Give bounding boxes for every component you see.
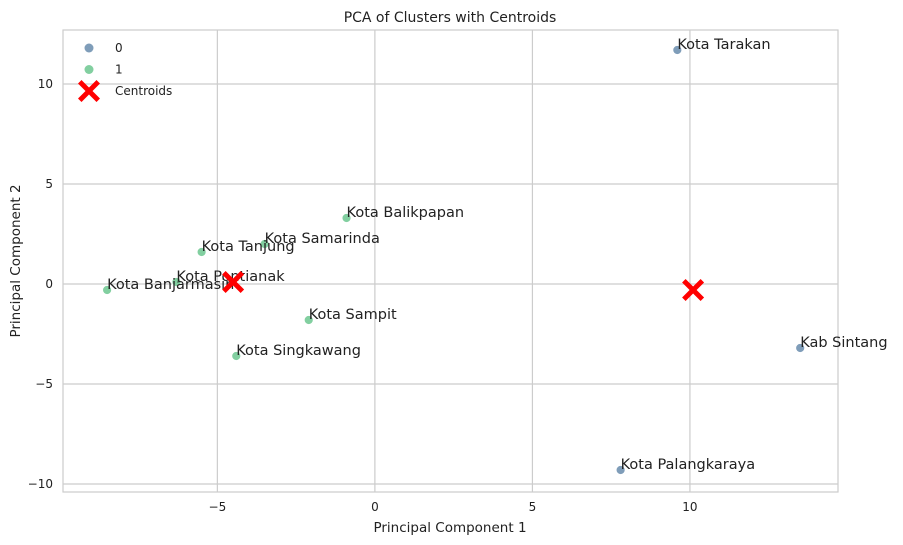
- data-point: [303, 315, 314, 325]
- legend-label: Centroids: [115, 84, 172, 98]
- legend: 0 1 Centroids: [78, 41, 172, 102]
- grid-lines: [63, 30, 838, 492]
- y-tick-label: 0: [45, 277, 53, 291]
- chart-title: PCA of Clusters with Centroids: [344, 10, 557, 26]
- point-label: Kab Sintang: [800, 335, 887, 351]
- centroid-markers: [222, 271, 705, 301]
- point-label: Kota Sampit: [309, 307, 397, 323]
- x-axis-label: Principal Component 1: [373, 520, 526, 536]
- data-point: [231, 351, 242, 361]
- point-label: Kota Samarinda: [265, 231, 380, 247]
- y-tick-label: −5: [35, 377, 53, 391]
- x-tick-label: 10: [682, 500, 697, 514]
- y-tick-label: 10: [38, 77, 53, 91]
- legend-label: 1: [115, 63, 123, 77]
- data-point: [196, 247, 207, 257]
- centroid-marker: [682, 279, 705, 301]
- point-label: Kota Palangkaraya: [621, 457, 755, 473]
- data-point: [341, 213, 352, 223]
- x-tick-label: 5: [529, 500, 537, 514]
- legend-label: 0: [115, 41, 123, 55]
- legend-cluster-marker: [84, 65, 94, 74]
- legend-cluster-marker: [84, 43, 94, 53]
- tick-labels: −5 0 5 10 −10 −5 0 5 10: [28, 77, 698, 514]
- data-points: [102, 45, 806, 475]
- data-point: [171, 277, 182, 287]
- point-label: Kota Singkawang: [236, 343, 361, 359]
- data-point: [259, 239, 270, 249]
- legend-centroid-marker: [78, 80, 100, 102]
- x-tick-label: −5: [209, 500, 227, 514]
- data-point: [672, 45, 683, 55]
- plot-area: [62, 29, 839, 493]
- point-label: Kota Banjarmasin: [107, 277, 234, 293]
- point-label: Kota Tanjung: [202, 239, 295, 255]
- data-point: [795, 343, 806, 353]
- y-tick-label: −10: [28, 477, 53, 491]
- y-axis-label: Principal Component 2: [8, 184, 24, 337]
- x-tick-label: 0: [371, 500, 379, 514]
- point-label: Kota Tarakan: [677, 37, 770, 53]
- point-labels: Kota Tarakan Kab Sintang Kota Palangkaraya…: [107, 37, 887, 473]
- centroid-marker: [222, 271, 245, 293]
- y-tick-label: 5: [45, 177, 53, 191]
- data-point: [615, 465, 626, 475]
- point-label: Kota Balikpapan: [347, 205, 465, 221]
- data-point: [102, 285, 113, 295]
